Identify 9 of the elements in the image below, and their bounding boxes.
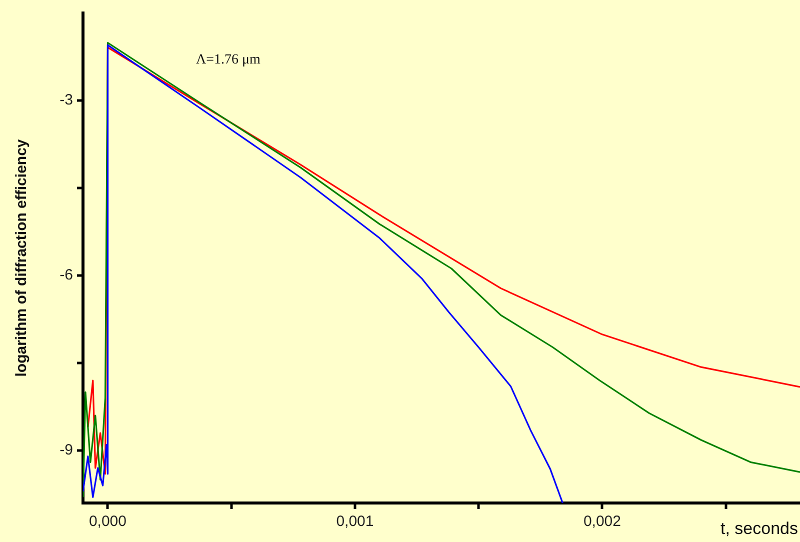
x-tick-label: 0,002 bbox=[583, 513, 621, 530]
annotation: Λ=1.76 μm bbox=[196, 52, 261, 68]
x-axis-title: t, seconds bbox=[720, 519, 798, 538]
x-tick-label: 0,000 bbox=[88, 513, 126, 530]
y-tick-label: -9 bbox=[60, 442, 73, 459]
y-tick-label: -3 bbox=[60, 92, 73, 109]
y-tick-label: -6 bbox=[60, 266, 73, 284]
y-axis-title: logarithm of diffraction efficiency bbox=[13, 138, 30, 377]
x-tick-label: 0,001 bbox=[336, 513, 374, 530]
